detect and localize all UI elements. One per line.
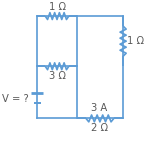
Text: 1 Ω: 1 Ω: [127, 36, 145, 46]
Text: 3 Ω: 3 Ω: [49, 71, 65, 81]
Text: V = ?: V = ?: [2, 94, 29, 104]
Text: 3 A: 3 A: [91, 104, 107, 113]
Text: 2 Ω: 2 Ω: [91, 123, 108, 133]
Text: 1 Ω: 1 Ω: [48, 2, 66, 12]
